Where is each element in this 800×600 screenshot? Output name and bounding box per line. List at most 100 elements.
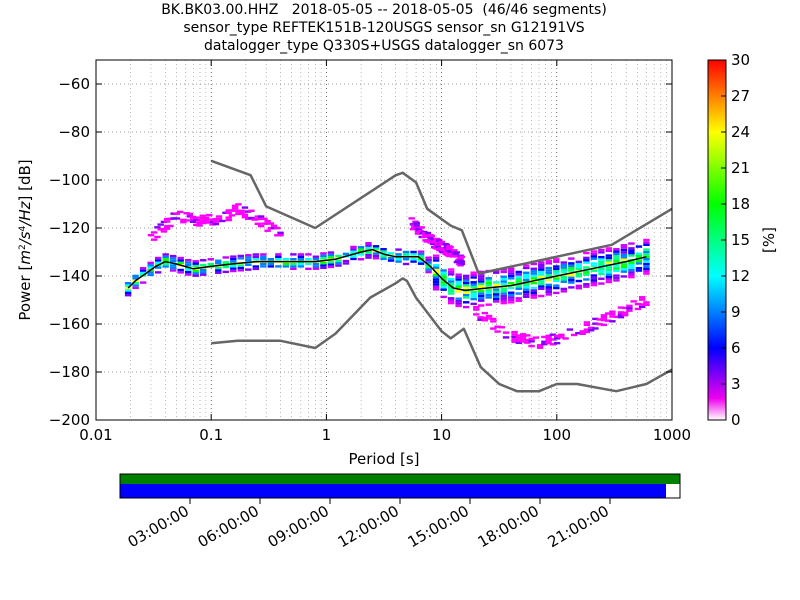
- heatmap-cell: [643, 267, 650, 270]
- heatmap-cell: [267, 222, 275, 225]
- heatmap-cell: [372, 257, 380, 260]
- heatmap-cell: [583, 271, 590, 274]
- heatmap-cell: [568, 278, 575, 282]
- heatmap-cell: [530, 267, 537, 270]
- heatmap-cell: [568, 262, 575, 265]
- heatmap-cell: [583, 328, 591, 331]
- heatmap-cell: [530, 291, 537, 294]
- heatmap-cell: [613, 250, 620, 253]
- heatmap-cell: [568, 269, 575, 272]
- heatmap-cell: [545, 288, 552, 291]
- heatmap-cell: [350, 257, 357, 261]
- heatmap-cell: [219, 219, 226, 223]
- heatmap-cell: [481, 316, 488, 320]
- heatmap-cell: [132, 286, 139, 290]
- heatmap-cell: [477, 289, 485, 293]
- heatmap-cell: [485, 296, 492, 299]
- heatmap-cell: [297, 258, 305, 261]
- heatmap-cell: [470, 281, 477, 284]
- heatmap-cell: [473, 313, 480, 316]
- heatmap-cell: [350, 255, 357, 258]
- heatmap-cell: [189, 218, 197, 221]
- heatmap-cell: [613, 269, 620, 273]
- heatmap-cell: [485, 303, 492, 306]
- heatmap-cell: [169, 259, 177, 263]
- heatmap-cell: [643, 253, 650, 256]
- heatmap-cell: [605, 259, 613, 262]
- heatmap-cell: [643, 260, 650, 263]
- heatmap-cell: [342, 252, 350, 256]
- heatmap-cell: [462, 293, 470, 297]
- heatmap-cell: [270, 224, 278, 227]
- heatmap-cell: [519, 335, 527, 338]
- heatmap-cell: [605, 254, 613, 257]
- heatmap-cell: [402, 250, 410, 254]
- heatmap-cell: [432, 278, 440, 281]
- heatmap-cell: [199, 219, 207, 222]
- y-tick-label: −180: [49, 363, 90, 381]
- heatmap-cell: [167, 217, 174, 220]
- heatmap-cell: [446, 254, 453, 258]
- heatmap-cell: [458, 260, 466, 263]
- heatmap-cell: [417, 255, 425, 258]
- heatmap-cell: [124, 289, 132, 292]
- heatmap-cell: [417, 250, 425, 253]
- heatmap-cell: [244, 217, 252, 220]
- heatmap-cell: [523, 295, 530, 298]
- heatmap-cell: [590, 274, 598, 277]
- heatmap-cell: [549, 338, 557, 341]
- heatmap-cell: [493, 300, 500, 303]
- heatmap-cell: [193, 216, 200, 219]
- y-tick-label: −80: [58, 123, 90, 141]
- heatmap-cell: [357, 253, 365, 256]
- heatmap-cell: [162, 265, 169, 268]
- heatmap-cell: [327, 265, 335, 269]
- heatmap-cell: [380, 255, 387, 258]
- heatmap-cell: [290, 262, 297, 266]
- heatmap-cell: [200, 263, 207, 267]
- heatmap-cell: [583, 266, 590, 269]
- heatmap-cell: [502, 331, 510, 334]
- heatmap-cell: [235, 210, 242, 213]
- heatmap-cell: [481, 319, 488, 322]
- heatmap-cell: [154, 256, 162, 260]
- heatmap-cell: [225, 209, 232, 212]
- heatmap-cell: [553, 272, 560, 275]
- heatmap-cell: [245, 254, 252, 257]
- heatmap-cell: [312, 255, 320, 258]
- heatmap-cell: [275, 265, 282, 268]
- colorbar-tick-label: 21: [731, 159, 750, 177]
- heatmap-cell: [132, 277, 139, 280]
- heatmap-cell: [621, 306, 629, 310]
- heatmap-cell: [511, 330, 518, 334]
- heatmap-cell: [139, 281, 147, 284]
- heatmap-cell: [508, 293, 515, 297]
- heatmap-cell: [424, 231, 432, 235]
- heatmap-cell: [598, 248, 605, 252]
- colorbar-tick-label: 6: [731, 339, 741, 357]
- heatmap-cell: [613, 248, 620, 251]
- heatmap-cell: [387, 256, 395, 260]
- heatmap-cell: [245, 268, 252, 271]
- heatmap-cell: [515, 275, 522, 278]
- heatmap-cell: [519, 340, 527, 343]
- heatmap-cell: [583, 285, 590, 288]
- heatmap-cell: [372, 252, 380, 255]
- heatmap-cell: [417, 260, 425, 263]
- heatmap-cell: [417, 229, 424, 233]
- heatmap-cell: [157, 223, 164, 226]
- heatmap-cell: [335, 259, 342, 262]
- heatmap-cell: [500, 301, 507, 305]
- heatmap-cell: [252, 258, 260, 261]
- heatmap-cell: [628, 275, 635, 279]
- heatmap-cell: [237, 257, 244, 260]
- heatmap-cell: [570, 333, 578, 337]
- heatmap-cell: [395, 258, 402, 261]
- heatmap-cell: [440, 286, 447, 289]
- heatmap-cell: [583, 259, 590, 262]
- heatmap-cell: [613, 260, 620, 263]
- heatmap-cell: [643, 255, 650, 258]
- heatmap-cell: [320, 254, 327, 258]
- heatmap-cell: [470, 276, 477, 279]
- heatmap-cell: [169, 257, 177, 260]
